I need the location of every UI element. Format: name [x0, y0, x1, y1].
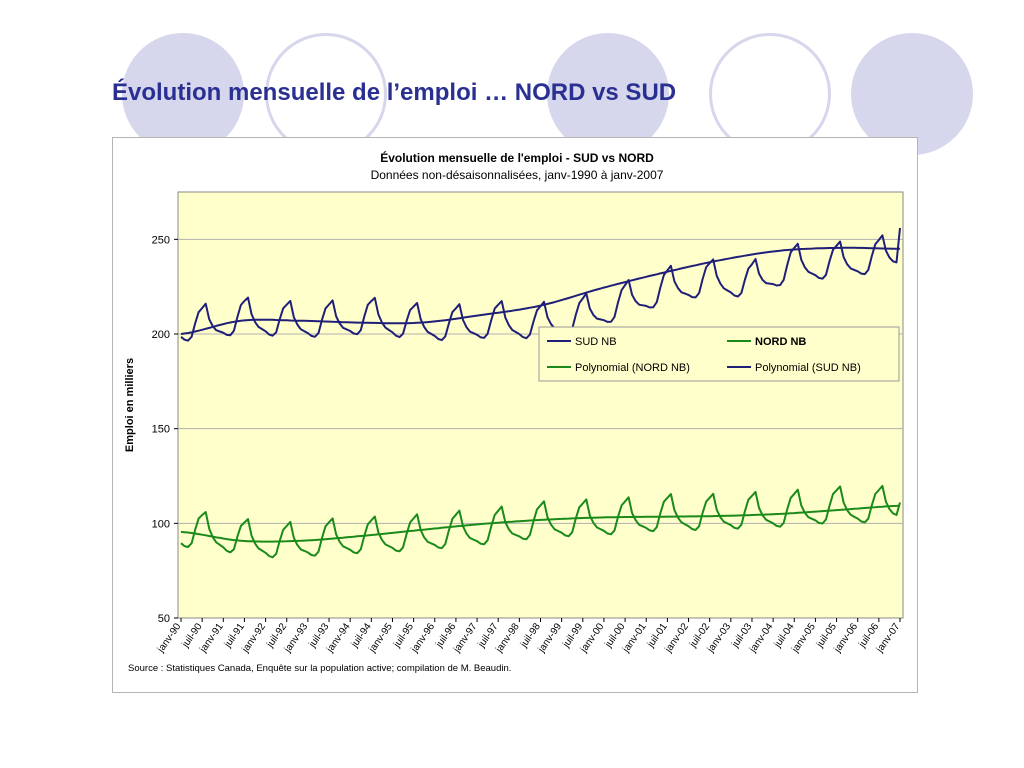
x-axis: janv-90juil-90janv-91juil-91janv-92juil-… — [155, 618, 903, 655]
legend-label-poly-sud: Polynomial (SUD NB) — [755, 362, 861, 374]
series-line-polynomial-sud-nb — [180, 246, 900, 335]
decor-circle-1 — [122, 33, 244, 155]
decor-circle-3 — [547, 33, 669, 155]
series-line-nord-nb — [180, 484, 901, 559]
legend-label-nord: NORD NB — [755, 336, 806, 348]
y-tick-label: 250 — [152, 234, 170, 246]
source-note: Source : Statistiques Canada, Enquête su… — [128, 663, 512, 674]
chart-frame: Évolution mensuelle de l'emploi - SUD vs… — [112, 137, 918, 693]
chart-svg: Évolution mensuelle de l'emploi - SUD vs… — [124, 150, 904, 655]
decor-circle-5 — [851, 33, 973, 155]
series-line-polynomial-nord-nb — [180, 504, 901, 543]
x-tick-label: janv-90 — [155, 621, 184, 655]
y-tick-label: 100 — [152, 518, 170, 530]
chart-title: Évolution mensuelle de l'emploi - SUD vs… — [380, 150, 654, 165]
legend-label-poly-nord: Polynomial (NORD NB) — [575, 362, 690, 374]
y-tick-label: 50 — [158, 613, 170, 625]
y-tick-label: 200 — [152, 329, 170, 341]
slide-title: Évolution mensuelle de l’emploi … NORD v… — [112, 79, 677, 106]
y-axis-label: Emploi en milliers — [124, 358, 136, 452]
plot-area — [177, 191, 904, 619]
legend-box — [538, 326, 900, 382]
y-tick-label: 150 — [152, 424, 170, 436]
chart-subtitle: Données non-désaisonnalisées, janv-1990 … — [371, 168, 664, 182]
series-group — [180, 227, 901, 559]
legend: SUD NB NORD NB Polynomial (NORD NB) Poly… — [538, 326, 900, 382]
y-axis: 50 100 150 200 250 — [152, 234, 178, 625]
legend-label-sud: SUD NB — [575, 336, 617, 348]
